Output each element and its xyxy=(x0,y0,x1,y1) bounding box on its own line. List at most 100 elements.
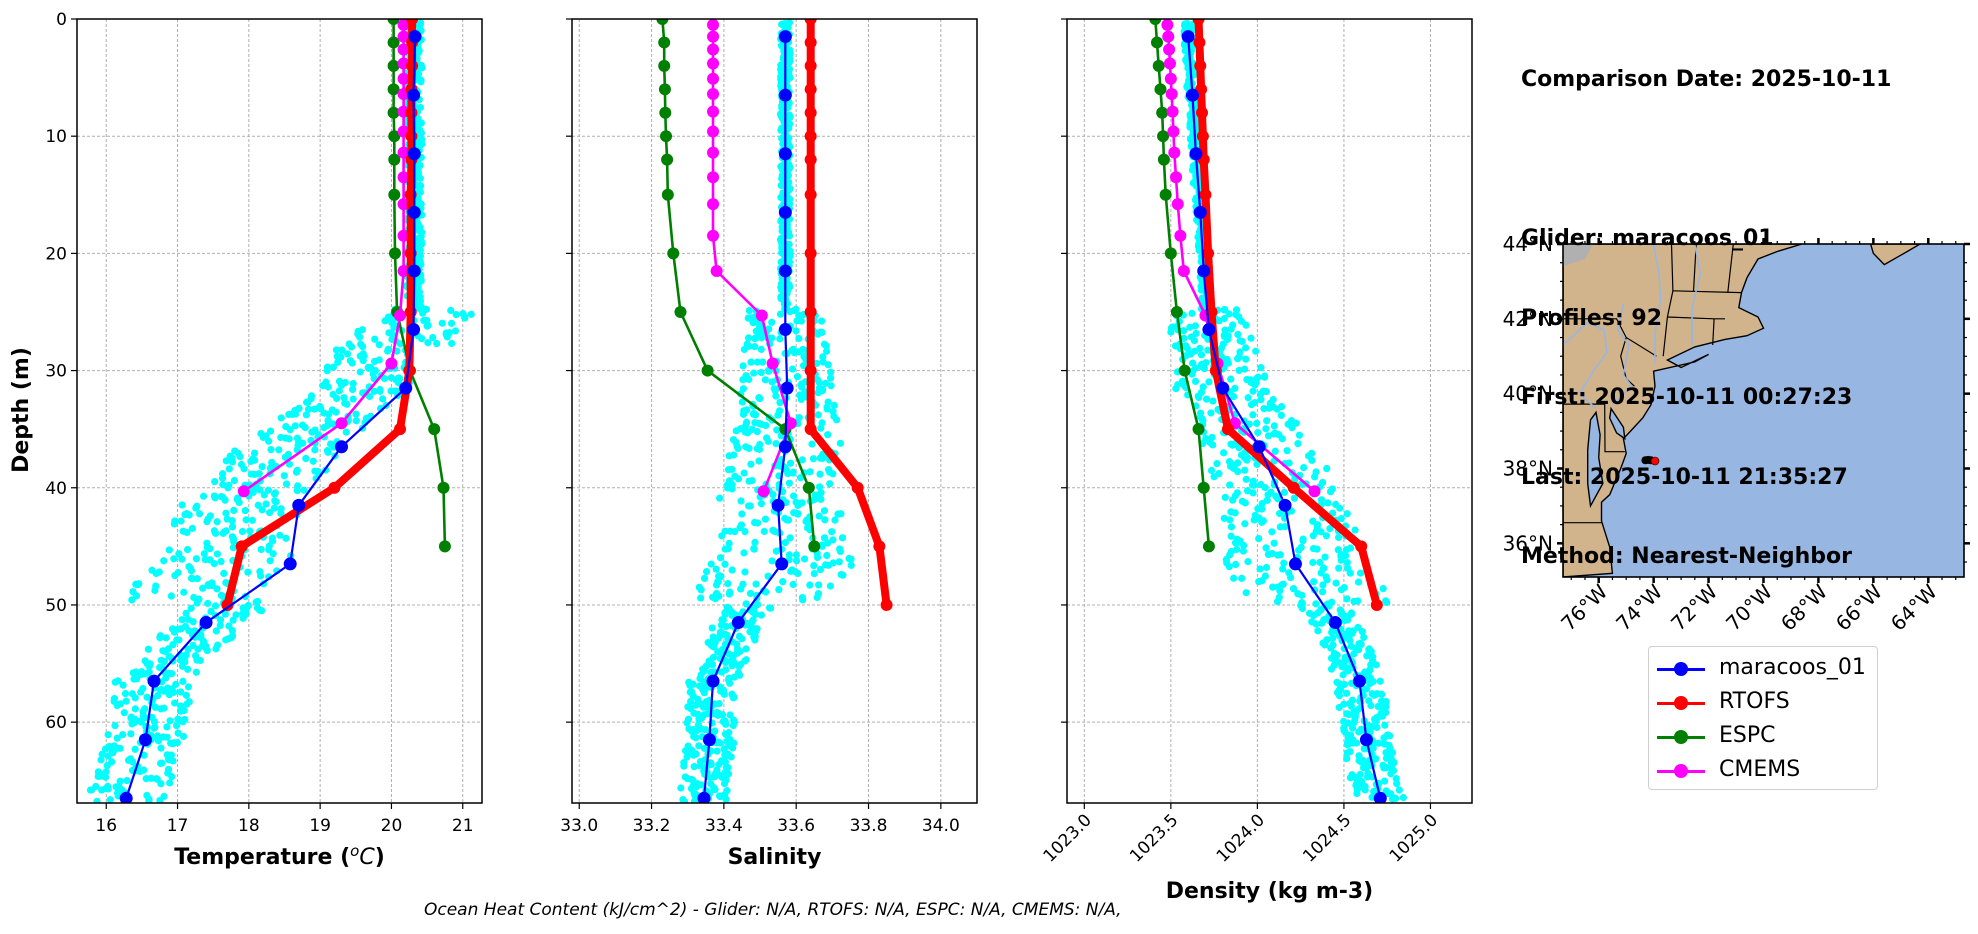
glider-raw-point xyxy=(1380,734,1388,742)
glider-raw-point xyxy=(718,773,726,781)
glider-raw-point xyxy=(417,334,426,343)
series-point xyxy=(1197,481,1210,494)
glider-raw-point xyxy=(1351,526,1359,534)
glider-raw-point xyxy=(769,490,777,499)
glider-raw-point xyxy=(1368,656,1377,664)
glider-raw-point xyxy=(163,723,171,731)
glider-raw-point xyxy=(800,555,809,563)
glider-raw-point xyxy=(1191,347,1199,355)
glider-raw-point xyxy=(417,78,425,86)
glider-raw-point xyxy=(1233,535,1241,543)
glider-raw-point xyxy=(1340,616,1349,625)
glider-raw-point xyxy=(1327,665,1336,673)
y-axis: 0 10 20 30 40 50 60 xyxy=(45,10,77,733)
glider-raw-point xyxy=(1180,41,1189,49)
glider-raw-point xyxy=(822,561,830,569)
glider-raw-point xyxy=(193,599,201,607)
glider-raw-point xyxy=(213,550,222,558)
glider-raw-point xyxy=(162,634,170,642)
glider-raw-point xyxy=(716,572,724,580)
glider-raw-point xyxy=(177,517,185,525)
glider-raw-point xyxy=(1198,414,1206,423)
chesapeake-bay xyxy=(1586,410,1604,509)
glider-raw-point xyxy=(757,611,766,619)
glider-raw-point xyxy=(1233,545,1241,554)
glider-raw-point xyxy=(755,394,763,402)
glider-raw-point xyxy=(776,335,784,343)
glider-raw-point xyxy=(1243,456,1251,464)
glider-raw-point xyxy=(690,762,698,771)
glider-raw-point xyxy=(211,477,219,486)
glider-raw-point xyxy=(716,739,724,747)
series-point xyxy=(147,674,161,688)
series-point xyxy=(405,106,418,119)
glider-raw-point xyxy=(257,545,265,554)
glider-raw-point xyxy=(1236,337,1244,345)
glider-raw-point xyxy=(781,538,789,547)
glider-raw-point xyxy=(1269,395,1277,404)
glider-raw-scatter xyxy=(677,19,855,803)
glider-raw-point xyxy=(700,574,709,583)
glider-raw-point xyxy=(249,488,257,496)
glider-raw-point xyxy=(750,369,758,377)
series-point xyxy=(1252,440,1266,454)
glider-raw-point xyxy=(746,589,755,598)
glider-raw-point xyxy=(817,424,825,432)
glider-raw-point xyxy=(268,458,276,467)
glider-raw-point xyxy=(184,665,192,673)
glider-raw-point xyxy=(1267,488,1275,496)
series-point xyxy=(1157,153,1170,166)
glider-raw-point xyxy=(324,448,332,456)
glider-raw-point xyxy=(773,426,781,434)
glider-raw-point xyxy=(711,595,720,603)
glider-raw-point xyxy=(144,645,152,653)
glider-raw-point xyxy=(738,398,746,406)
glider-raw-point xyxy=(1382,703,1390,711)
glider-raw-point xyxy=(323,367,331,375)
series-point xyxy=(403,364,416,377)
glider-raw-point xyxy=(179,718,187,726)
glider-raw-point xyxy=(1242,355,1250,363)
glider-raw-point xyxy=(1359,783,1367,791)
glider-raw-point xyxy=(1209,441,1217,449)
glider-raw-point xyxy=(265,546,273,554)
glider-raw-point xyxy=(817,489,825,497)
glider-raw-point xyxy=(115,788,123,796)
x-tick-label: 19 xyxy=(309,816,331,836)
glider-raw-point xyxy=(187,574,196,582)
glider-raw-point xyxy=(1241,520,1249,528)
series-point xyxy=(880,598,893,611)
glider-raw-point xyxy=(311,446,319,454)
glider-raw-point xyxy=(697,594,705,602)
series-point xyxy=(1177,264,1190,277)
glider-raw-point xyxy=(1292,419,1300,427)
series-point xyxy=(387,106,400,119)
glider-raw-point xyxy=(300,486,308,494)
glider-raw-point xyxy=(181,658,189,666)
glider-raw-point xyxy=(742,645,750,653)
glider-raw-point xyxy=(679,796,687,803)
glider-raw-point xyxy=(726,711,734,719)
glider-raw-point xyxy=(725,590,734,598)
glider-raw-point xyxy=(1273,405,1281,413)
glider-raw-point xyxy=(758,358,767,366)
glider-raw-point xyxy=(384,347,392,355)
river xyxy=(1691,244,1702,345)
glider-raw-point xyxy=(199,492,208,500)
glider-raw-point xyxy=(204,581,212,589)
glider-raw-point xyxy=(776,398,784,407)
river xyxy=(1652,244,1662,364)
glider-raw-point xyxy=(1234,330,1242,339)
glider-raw-point xyxy=(1399,794,1407,802)
glider-raw-point xyxy=(821,379,830,387)
glider-raw-point xyxy=(1286,573,1295,582)
glider-raw-point xyxy=(371,335,379,343)
glider-raw-point xyxy=(1288,424,1296,432)
glider-raw-point xyxy=(813,553,822,562)
glider-raw-point xyxy=(178,616,186,624)
glider-raw-point xyxy=(309,457,317,465)
glider-raw-point xyxy=(692,701,700,709)
glider-raw-point xyxy=(1268,528,1276,536)
glider-raw-point xyxy=(1290,494,1299,502)
glider-raw-point xyxy=(302,411,310,419)
